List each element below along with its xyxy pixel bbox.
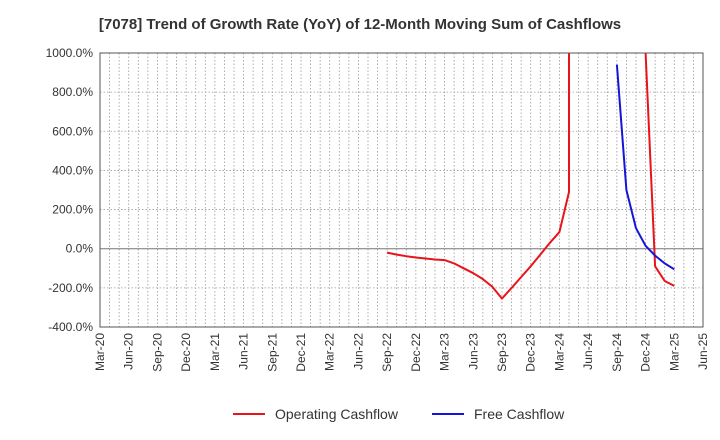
y-tick-label: 400.0% bbox=[52, 163, 93, 177]
x-tick-label: Jun-20 bbox=[122, 333, 136, 370]
x-axis-ticks: Mar-20 Jun-20 Sep-20 Dec-20 Mar-21 Jun-21 Sep-… bbox=[93, 333, 710, 372]
x-tick-label: Dec-20 bbox=[179, 333, 193, 372]
x-tick-label: Mar-20 bbox=[93, 333, 107, 371]
series-line-operating-cashflow bbox=[386, 52, 675, 300]
chart-title: [7078] Trend of Growth Rate (YoY) of 12-… bbox=[98, 16, 622, 33]
x-tick-label: Dec-24 bbox=[639, 333, 653, 372]
x-tick-label: Jun-23 bbox=[466, 333, 480, 370]
y-tick-label: -200.0% bbox=[48, 281, 93, 295]
x-tick-label: Jun-22 bbox=[351, 333, 365, 370]
x-tick-label: Jun-25 bbox=[696, 333, 710, 370]
legend-label-operating-cashflow: Operating Cashflow bbox=[275, 406, 399, 422]
y-tick-label: 0.0% bbox=[66, 242, 94, 256]
x-tick-label: Sep-22 bbox=[380, 333, 394, 372]
x-tick-label: Sep-21 bbox=[265, 333, 279, 372]
x-tick-label: Sep-24 bbox=[610, 333, 624, 372]
y-axis-ticks: 1000.0% 800.0% 600.0% 400.0% 200.0% 0.0% -200.… bbox=[46, 46, 94, 334]
x-tick-label: Mar-22 bbox=[323, 333, 337, 371]
x-tick-label: Mar-23 bbox=[438, 333, 452, 371]
x-tick-label: Mar-25 bbox=[667, 333, 681, 371]
plot-frame bbox=[99, 52, 704, 328]
legend-label-free-cashflow: Free Cashflow bbox=[474, 406, 565, 422]
x-tick-label: Mar-24 bbox=[552, 333, 566, 371]
x-tick-label: Sep-23 bbox=[495, 333, 509, 372]
legend: Operating Cashflow Free Cashflow bbox=[233, 406, 565, 422]
series-lines bbox=[386, 52, 675, 300]
x-tick-label: Jun-24 bbox=[581, 333, 595, 370]
y-tick-label: 200.0% bbox=[52, 203, 93, 217]
x-tick-label: Mar-21 bbox=[208, 333, 222, 371]
x-tick-label: Dec-23 bbox=[524, 333, 538, 372]
y-tick-label: 600.0% bbox=[52, 124, 93, 138]
series-line-free-cashflow bbox=[615, 64, 675, 271]
x-tick-label: Dec-21 bbox=[294, 333, 308, 372]
y-tick-label: -400.0% bbox=[48, 320, 93, 334]
grid-lines bbox=[99, 52, 704, 328]
x-tick-label: Dec-22 bbox=[409, 333, 423, 372]
plot-border bbox=[99, 52, 704, 328]
x-tick-label: Jun-21 bbox=[237, 333, 251, 370]
y-tick-label: 1000.0% bbox=[46, 46, 94, 60]
y-tick-label: 800.0% bbox=[52, 85, 93, 99]
x-tick-label: Sep-20 bbox=[150, 333, 164, 372]
